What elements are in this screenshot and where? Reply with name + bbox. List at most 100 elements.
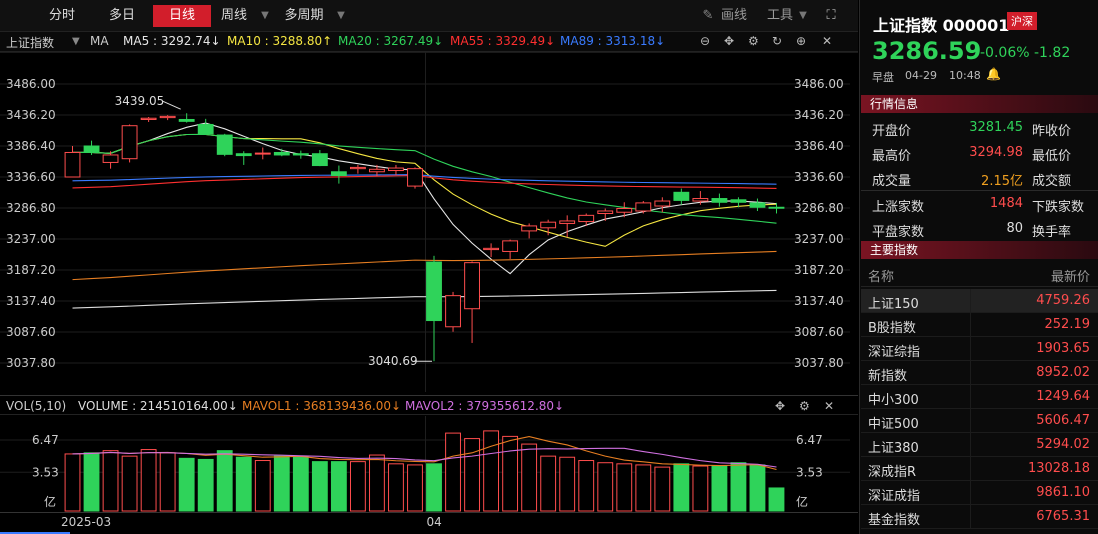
index-row[interactable]: 上证380 5294.02 [861, 433, 1098, 457]
price-tick-right: 3486.00 [794, 77, 844, 91]
indices-header-value[interactable]: 最新价 [1050, 270, 1090, 285]
volume-bar [349, 461, 366, 512]
ma55-line [72, 174, 777, 189]
index-row[interactable]: 深证综指 1903.65 [861, 337, 1098, 361]
index-name: 上证150 [868, 297, 919, 312]
index-row[interactable]: 中证500 5606.47 [861, 409, 1098, 433]
candle-body [464, 262, 480, 310]
pencil-icon[interactable]: ✎ [702, 8, 714, 23]
ma55-value: MA55 : 3329.49↓ [450, 34, 556, 48]
refresh-icon[interactable]: ↻ [772, 34, 783, 48]
tools-button[interactable]: 工具 [766, 8, 793, 23]
ma-dropdown-icon[interactable]: ▼ [72, 36, 80, 47]
divider [861, 190, 1098, 191]
candle-body [235, 153, 252, 157]
candle-body [692, 198, 709, 202]
tab-multi-period[interactable]: 多周期 [284, 8, 324, 23]
settings-gear-icon[interactable]: ⚙ [748, 34, 759, 48]
quote-label-2: 昨收价 [1032, 124, 1072, 139]
tab-intraday[interactable]: 分时 [48, 8, 75, 23]
price-tick-right: 3187.20 [794, 263, 844, 277]
tab-daily[interactable]: 日线 [153, 5, 211, 27]
candlestick-chart[interactable]: 3486.00 3486.00 3436.20 3436.20 3386.40 3386.… [0, 51, 858, 392]
volume-chart[interactable]: 6.47 6.47 3.53 3.53 亿 亿 [0, 416, 858, 512]
quote-row: 最高价 3294.98 最低价 [860, 141, 1098, 165]
ma-label[interactable]: MA [90, 34, 109, 48]
quote-row: 上涨家数 1484 下跌家数 [860, 192, 1098, 216]
volume-bar [578, 460, 595, 512]
vol-tick-right: 3.53 [796, 465, 823, 479]
quote-label: 开盘价 [872, 124, 912, 139]
price-tick-left: 3386.40 [6, 139, 56, 153]
volume-bar [540, 455, 557, 512]
scroll-indicator [0, 532, 70, 534]
high-price-label: 3439.05 [115, 94, 165, 108]
indices-header-name[interactable]: 名称 [868, 270, 895, 285]
vol-label[interactable]: VOL(5,10) [6, 399, 67, 413]
period-toolbar: 分时 多日 日线 周线 ▼ 多周期 ▼ ✎ 画线 工具 ▼ ⛶ [0, 0, 858, 32]
volume-settings-icon[interactable]: ⚙ [799, 399, 810, 413]
volume-bar [635, 464, 652, 512]
price-tick-left: 3237.00 [6, 232, 56, 246]
collapse-icon[interactable]: ⊖ [700, 34, 711, 48]
ma-indicator-bar: 上证指数 ▼ MA MA5 : 3292.74↓ MA10 : 3288.80↑… [0, 32, 858, 52]
volume-close-icon[interactable]: ✕ [824, 399, 835, 413]
volume-bar [445, 432, 461, 512]
index-row[interactable]: 深证成指 9861.10 [861, 481, 1098, 505]
index-name: 深证成指 [868, 489, 921, 504]
index-row[interactable]: 中小300 1249.64 [861, 385, 1098, 409]
volume-bar [768, 487, 785, 512]
price-tick-left: 3187.20 [6, 263, 56, 277]
candle-body [654, 200, 671, 207]
volume-move-icon[interactable]: ✥ [775, 399, 786, 413]
quote-time: 10:48 [949, 69, 981, 82]
index-row[interactable]: 上证150 4759.26 [861, 289, 1098, 313]
weekly-dropdown-icon[interactable]: ▼ [261, 10, 269, 21]
volume-bar [216, 450, 233, 512]
tools-dropdown-icon[interactable]: ▼ [799, 10, 807, 21]
price-tick-right: 3087.60 [794, 325, 844, 339]
volume-bar [502, 435, 519, 512]
tab-multi-day[interactable]: 多日 [108, 8, 135, 23]
volume-bar [616, 463, 633, 512]
indices-section-header: 主要指数 [861, 241, 1098, 259]
move-icon[interactable]: ✥ [724, 34, 735, 48]
tab-weekly[interactable]: 周线 [220, 8, 247, 23]
index-row[interactable]: 新指数 8952.02 [861, 361, 1098, 385]
volume-bar [102, 450, 119, 512]
zoom-in-icon[interactable]: ⊕ [796, 34, 807, 48]
index-name: 中小300 [868, 393, 919, 408]
index-value: 252.19 [1044, 317, 1091, 332]
multi-period-dropdown-icon[interactable]: ▼ [337, 10, 345, 21]
volume-value: VOLUME : 214510164.00↓ [78, 399, 238, 413]
index-value: 1249.64 [1036, 389, 1090, 404]
index-row[interactable]: B股指数 252.19 [861, 313, 1098, 337]
ma5-value: MA5 : 3292.74↓ [123, 34, 221, 48]
price-tick-left: 3486.00 [6, 77, 56, 91]
alert-bell-icon[interactable]: 🔔 [986, 67, 1001, 81]
ma5-line [72, 122, 777, 275]
volume-bar [692, 465, 709, 512]
volume-bar [654, 466, 671, 512]
volume-bar [369, 454, 385, 512]
index-row[interactable]: 基金指数 6765.31 [861, 505, 1098, 529]
market-badge[interactable]: 沪深 [1007, 12, 1037, 30]
volume-bar [559, 456, 576, 512]
candle-body [483, 247, 500, 251]
draw-line-button[interactable]: 画线 [720, 8, 747, 23]
index-value: 4759.26 [1036, 293, 1090, 308]
index-name: 新指数 [868, 369, 908, 384]
x-label-april: 04 [427, 515, 442, 529]
volume-bar [311, 461, 328, 512]
index-row[interactable]: 深成指R 13028.18 [861, 457, 1098, 481]
fullscreen-icon[interactable]: ⛶ [826, 8, 836, 23]
stock-name: 上证指数 000001 [873, 16, 1010, 35]
candle-body [768, 206, 785, 209]
candle-body [673, 191, 690, 201]
quote-label-2: 成交额 [1032, 174, 1072, 189]
ma10-line [72, 133, 777, 247]
volume-bar [388, 463, 404, 512]
close-icon[interactable]: ✕ [822, 34, 833, 48]
candle-body [311, 153, 328, 167]
volume-bar [407, 464, 423, 512]
